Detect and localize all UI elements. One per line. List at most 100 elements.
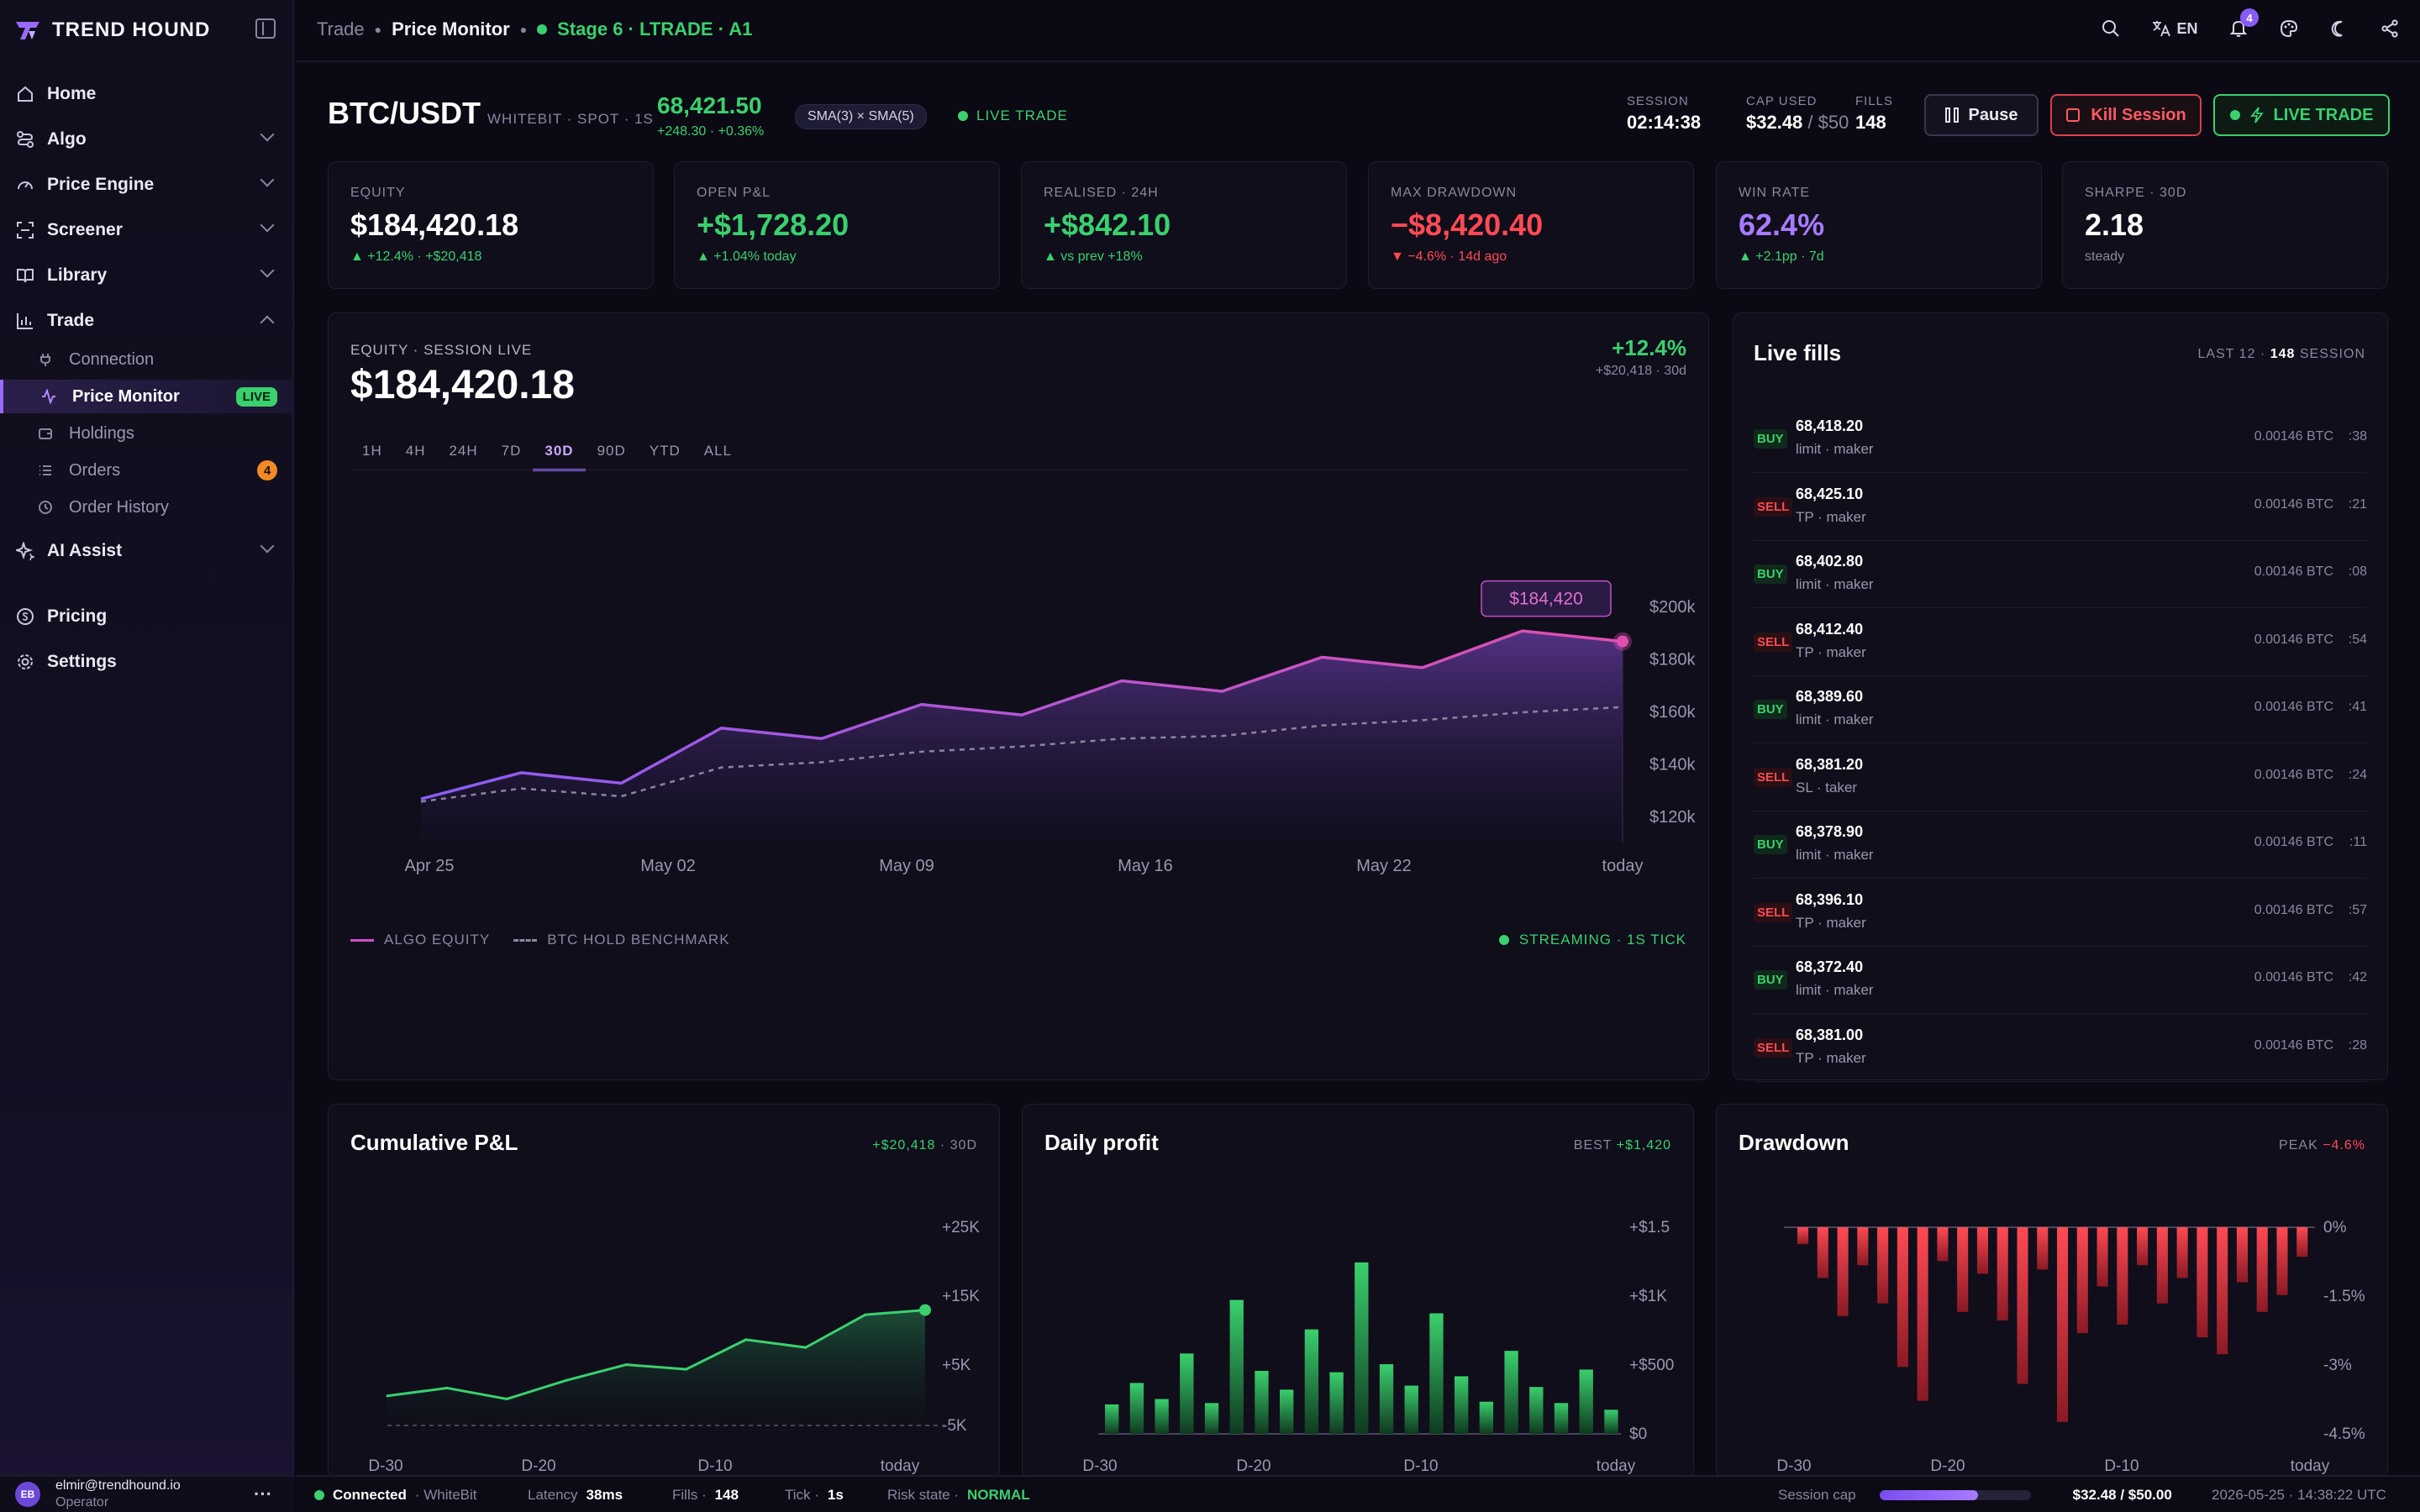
collapse-sidebar-icon[interactable] bbox=[255, 18, 276, 39]
fill-row[interactable]: SELL 68,381.20 SL · taker 0.00146 BTC:24 bbox=[1754, 744, 2367, 811]
panel-title: Drawdown bbox=[1739, 1130, 1849, 1155]
fill-side-badge: BUY bbox=[1754, 835, 1787, 854]
panel-meta: BEST +$1,420 bbox=[1573, 1138, 1671, 1152]
fill-price: 68,378.90 bbox=[1796, 823, 1864, 840]
fill-row[interactable]: SELL 68,381.00 TP · maker 0.00146 BTC:28 bbox=[1754, 1015, 2367, 1082]
daily-bar bbox=[1129, 1383, 1144, 1434]
x-tick-label: May 02 bbox=[640, 857, 696, 875]
fill-row[interactable]: BUY 68,389.60 limit · maker 0.00146 BTC:41 bbox=[1754, 676, 2367, 743]
tab-range-24h[interactable]: 24H bbox=[449, 443, 478, 459]
fill-price: 68,425.10 bbox=[1796, 485, 1864, 502]
search-icon[interactable] bbox=[2097, 15, 2124, 42]
live-status-dot bbox=[958, 111, 968, 121]
share-icon[interactable] bbox=[2376, 15, 2403, 42]
mode-tag: LIVE TRADE bbox=[958, 108, 1068, 124]
last-price: 68,421.50 bbox=[657, 92, 762, 118]
fill-row[interactable]: SELL 68,396.10 TP · maker 0.00146 BTC:57 bbox=[1754, 879, 2367, 947]
nav-home[interactable]: Home bbox=[0, 76, 294, 113]
more-icon[interactable]: ··· bbox=[254, 1483, 272, 1504]
chevron-down-icon bbox=[260, 263, 275, 278]
kpi-label: MAX DRAWDOWN bbox=[1391, 186, 1518, 200]
fill-qty: 0.00146 BTC bbox=[2254, 496, 2333, 512]
kpi-sharpe: SHARPE · 30D 2.18 steady bbox=[2062, 161, 2388, 289]
nav-price-engine[interactable]: Price Engine bbox=[0, 166, 294, 203]
nav-price-engine-label: Price Engine bbox=[47, 175, 155, 194]
fill-row[interactable]: SELL 68,425.10 TP · maker 0.00146 BTC:21 bbox=[1754, 474, 2367, 541]
session-value: 02:14:38 bbox=[1627, 112, 1702, 133]
nav-order-history[interactable]: Order History bbox=[0, 491, 294, 524]
drawdown-bar bbox=[2076, 1227, 2088, 1333]
nav-holdings[interactable]: Holdings bbox=[0, 417, 294, 450]
cumulative-point bbox=[505, 1397, 508, 1400]
benchmark-line bbox=[420, 706, 1623, 803]
nav-screener[interactable]: Screener bbox=[0, 212, 294, 249]
strategy-chip[interactable]: SMA(3) × SMA(5) bbox=[795, 104, 927, 129]
daily-bar bbox=[1604, 1410, 1618, 1434]
bell-icon[interactable]: 4 bbox=[2225, 8, 2259, 42]
nav-settings[interactable]: Settings bbox=[0, 643, 294, 680]
equity-value: $184,420.18 bbox=[350, 363, 575, 407]
moon-icon[interactable] bbox=[2326, 15, 2353, 42]
live-trade-button[interactable]: LIVE TRADE bbox=[2213, 94, 2390, 136]
last-point bbox=[919, 1304, 931, 1316]
x-tick-label: D-10 bbox=[1403, 1457, 1438, 1475]
fill-time: :11 bbox=[2349, 835, 2367, 849]
brand-name: TREND HOUND bbox=[52, 18, 211, 41]
fill-qty: 0.00146 BTC bbox=[2254, 767, 2333, 782]
brand[interactable]: TREND HOUND bbox=[15, 17, 210, 44]
daily-bar bbox=[1379, 1364, 1394, 1434]
tab-range-90d[interactable]: 90D bbox=[597, 443, 626, 459]
equity-change-pct: +12.4% bbox=[1612, 335, 1686, 360]
kill-session-label: Kill Session bbox=[2091, 105, 2186, 124]
fill-price: 68,396.10 bbox=[1796, 890, 1864, 908]
fill-row[interactable]: BUY 68,372.40 limit · maker 0.00146 BTC:42 bbox=[1754, 947, 2367, 1014]
fill-row[interactable]: BUY 68,378.90 limit · maker 0.00146 BTC:11 bbox=[1754, 811, 2367, 879]
breadcrumb-root[interactable]: Trade bbox=[317, 18, 365, 39]
tab-range-ytd[interactable]: YTD bbox=[649, 443, 681, 459]
tab-range-1h[interactable]: 1H bbox=[362, 443, 382, 459]
nav-library[interactable]: Library bbox=[0, 257, 294, 294]
fill-time: :41 bbox=[2348, 700, 2367, 714]
tab-range-30d[interactable]: 30D bbox=[533, 436, 586, 471]
kpi-value: +$842.10 bbox=[1044, 207, 1171, 242]
daily-bar bbox=[1355, 1262, 1369, 1434]
fill-row[interactable]: BUY 68,418.20 limit · maker 0.00146 BTC:38 bbox=[1754, 406, 2367, 473]
route-icon bbox=[15, 129, 35, 150]
language-switch[interactable]: EN bbox=[2148, 15, 2202, 42]
nav-connection[interactable]: Connection bbox=[0, 343, 294, 376]
breadcrumb-separator: ● bbox=[374, 23, 382, 36]
nav-trade[interactable]: Trade bbox=[0, 302, 294, 339]
daily-bar bbox=[1280, 1389, 1294, 1434]
kill-session-button[interactable]: Kill Session bbox=[2050, 94, 2202, 136]
daily-bar bbox=[1479, 1401, 1494, 1434]
user-menu[interactable]: EB elmir@trendhound.io Operator ··· bbox=[0, 1475, 294, 1512]
drawdown-bar bbox=[1857, 1227, 1869, 1266]
session-cap-status: Session cap $32.48 / $50.00 bbox=[1778, 1487, 2172, 1503]
nav-pricing[interactable]: Pricing bbox=[0, 598, 294, 635]
tab-range-all[interactable]: ALL bbox=[703, 443, 733, 459]
user-role: Operator bbox=[55, 1495, 109, 1509]
fill-row[interactable]: SELL 68,412.40 TP · maker 0.00146 BTC:54 bbox=[1754, 609, 2367, 676]
nav-algo[interactable]: Algo bbox=[0, 121, 294, 158]
tab-range-4h[interactable]: 4H bbox=[405, 443, 426, 459]
live-trade-label: LIVE TRADE bbox=[2273, 105, 2374, 124]
kpi-label: REALISED · 24H bbox=[1044, 186, 1159, 200]
nav-orders[interactable]: Orders 4 bbox=[0, 454, 294, 487]
daily-bar bbox=[1554, 1403, 1569, 1434]
chart-legend: ALGO EQUITY BTC HOLD BENCHMARK bbox=[350, 932, 730, 948]
y-tick-label: +25K bbox=[942, 1219, 980, 1236]
tab-range-7d[interactable]: 7D bbox=[501, 443, 522, 459]
fill-type: limit · maker bbox=[1796, 441, 1874, 457]
drawdown-bar bbox=[1937, 1227, 1949, 1262]
y-tick-label: $120k bbox=[1649, 808, 1696, 827]
wallet-icon bbox=[37, 425, 54, 442]
nav-home-label: Home bbox=[47, 84, 97, 103]
pause-button[interactable]: Pause bbox=[1924, 94, 2039, 136]
nav-price-monitor[interactable]: Price Monitor LIVE bbox=[0, 380, 294, 413]
fill-row[interactable]: BUY 68,402.80 limit · maker 0.00146 BTC:08 bbox=[1754, 541, 2367, 608]
palette-icon[interactable] bbox=[2275, 15, 2302, 42]
nav-ai-assist[interactable]: AI Assist bbox=[0, 533, 294, 570]
fill-price: 68,381.20 bbox=[1796, 755, 1864, 773]
last-point bbox=[1617, 635, 1628, 648]
daily-bar bbox=[1404, 1385, 1418, 1434]
